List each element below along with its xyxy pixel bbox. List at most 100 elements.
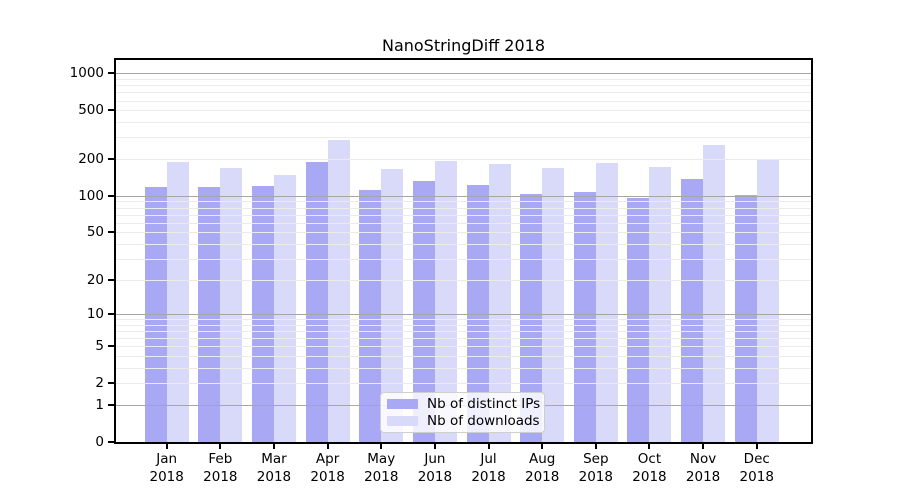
y-tick <box>108 313 114 316</box>
x-tick-year: 2018 <box>524 469 560 485</box>
legend-label-distinct-ips: Nb of distinct IPs <box>427 395 541 412</box>
x-tick-label: Mar 2018 <box>234 450 314 486</box>
minor-gridline <box>116 78 811 80</box>
x-tick-label: Aug 2018 <box>502 450 582 486</box>
x-tick-year: 2018 <box>417 469 453 485</box>
y-tick <box>108 382 114 385</box>
x-tick-month: Mar <box>261 451 287 467</box>
major-gridline <box>116 73 811 75</box>
legend: Nb of distinct IPs Nb of downloads <box>380 392 545 433</box>
x-tick-label: Apr 2018 <box>288 450 368 486</box>
x-tick-year: 2018 <box>149 469 184 485</box>
minor-gridline <box>116 110 811 112</box>
y-tick-label: 200 <box>78 151 104 168</box>
y-tick-label: 1 <box>95 397 104 413</box>
x-tick-label: May 2018 <box>341 450 421 486</box>
bar-nov-downloads <box>703 145 726 442</box>
bar-jun-downloads <box>434 160 457 442</box>
x-tick-year: 2018 <box>739 469 774 485</box>
x-tick-label: Oct 2018 <box>609 450 689 486</box>
bar-may-downloads <box>381 169 404 442</box>
y-tick <box>108 345 114 348</box>
y-tick <box>108 109 114 112</box>
x-tick-year: 2018 <box>471 469 506 485</box>
minor-gridline <box>116 85 811 87</box>
y-tick-label: 5 <box>95 338 104 355</box>
x-tick-month: Feb <box>208 451 233 467</box>
bar-sep-distinct-ips <box>573 191 596 442</box>
x-tick-month: Aug <box>528 451 556 467</box>
x-tick <box>433 444 436 449</box>
x-tick-label: Sep 2018 <box>556 450 636 486</box>
bar-jan-downloads <box>166 161 189 442</box>
y-tick-label: 500 <box>78 102 104 119</box>
y-tick <box>108 72 114 75</box>
minor-gridline <box>116 122 811 124</box>
bar-mar-distinct-ips <box>251 185 274 442</box>
x-tick-year: 2018 <box>203 469 238 485</box>
x-tick-month: Apr <box>315 451 340 467</box>
y-tick-label: 0 <box>95 434 104 450</box>
x-tick-month: Nov <box>689 451 717 467</box>
legend-swatch-distinct-ips <box>387 399 418 409</box>
x-tick-label: Nov 2018 <box>663 450 743 486</box>
x-tick <box>541 444 544 449</box>
major-gridline <box>116 195 811 197</box>
y-tick <box>108 158 114 161</box>
x-tick-year: 2018 <box>310 469 345 485</box>
bar-dec-downloads <box>756 160 779 442</box>
x-tick-label: Dec 2018 <box>717 450 797 486</box>
y-tick <box>108 278 114 281</box>
bar-may-distinct-ips <box>359 190 382 442</box>
minor-gridline <box>116 214 811 216</box>
legend-swatch-downloads <box>387 416 418 426</box>
x-tick-label: Feb 2018 <box>180 450 260 486</box>
bar-mar-downloads <box>273 175 296 442</box>
minor-gridline <box>116 356 811 358</box>
y-tick-label: 2 <box>95 375 104 392</box>
x-tick-label: Jul 2018 <box>449 450 529 486</box>
x-tick <box>272 444 275 449</box>
x-tick-year: 2018 <box>578 469 613 485</box>
x-tick-month: Dec <box>743 451 770 467</box>
minor-gridline <box>116 207 811 209</box>
gridlines-layer <box>116 60 811 442</box>
minor-gridline <box>116 100 811 102</box>
legend-label-downloads: Nb of downloads <box>427 412 540 429</box>
x-tick-month: May <box>367 451 396 467</box>
x-tick-month: Jul <box>480 451 497 467</box>
bar-aug-distinct-ips <box>520 194 543 442</box>
minor-gridline <box>116 159 811 161</box>
x-tick-year: 2018 <box>364 469 399 485</box>
minor-gridline <box>116 331 811 333</box>
x-tick-year: 2018 <box>256 469 292 485</box>
minor-gridline <box>116 201 811 203</box>
plot-area <box>114 58 813 444</box>
minor-gridline <box>116 383 811 385</box>
x-tick-year: 2018 <box>685 469 721 485</box>
x-tick <box>380 444 383 449</box>
bar-jul-distinct-ips <box>466 185 489 442</box>
bar-oct-downloads <box>649 167 672 442</box>
minor-gridline <box>116 137 811 139</box>
y-tick-label: 10 <box>86 306 104 323</box>
y-tick-label: 1000 <box>69 65 104 82</box>
x-tick <box>755 444 758 449</box>
x-tick-label: Jun 2018 <box>395 450 475 486</box>
y-tick <box>108 194 114 197</box>
x-tick <box>594 444 597 449</box>
chart-title: NanoStringDiff 2018 <box>381 36 546 55</box>
bar-dec-distinct-ips <box>734 194 757 442</box>
minor-gridline <box>116 319 811 321</box>
y-tick-label: 100 <box>78 187 104 204</box>
minor-gridline <box>116 338 811 340</box>
x-tick-month: Jun <box>424 451 446 467</box>
y-tick <box>108 441 114 443</box>
x-tick <box>702 444 705 449</box>
minor-gridline <box>116 222 811 224</box>
legend-item-distinct-ips: Nb of distinct IPs <box>387 395 541 413</box>
y-tick-label: 20 <box>86 271 104 288</box>
bar-jun-distinct-ips <box>412 181 435 442</box>
minor-gridline <box>116 232 811 234</box>
